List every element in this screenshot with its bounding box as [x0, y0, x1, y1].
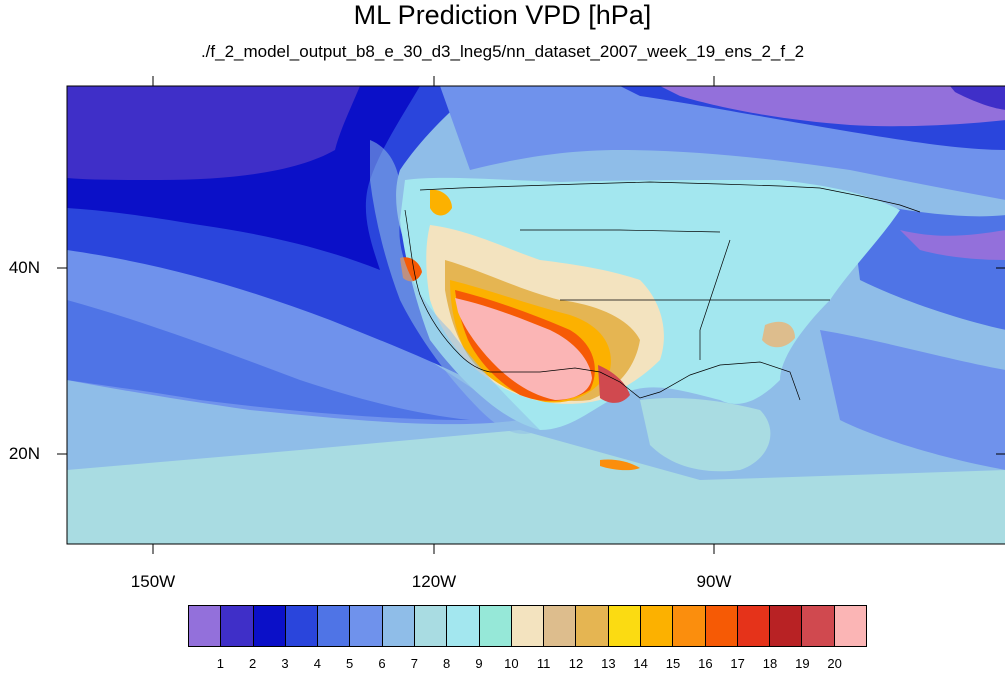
colorbar-box	[705, 606, 738, 646]
axis-ticks	[57, 76, 1005, 554]
colorbar-box	[285, 606, 319, 646]
colorbar-box	[318, 606, 351, 646]
colorbar-labels: 1 2 3 4 5 6 7 8 9 10 11 12 13 14 15 16 17 18 19 20	[188, 657, 867, 673]
colorbar-label: 6	[378, 656, 386, 671]
colorbar-label: 19	[795, 656, 810, 671]
colorbar-box	[447, 606, 480, 646]
colorbar-label: 3	[281, 656, 289, 671]
vpd-map	[57, 76, 1005, 554]
colorbar-box	[414, 606, 448, 646]
map-field	[67, 86, 1005, 544]
colorbar-box	[834, 606, 866, 646]
colorbar-label: 5	[346, 656, 354, 671]
lon-label-150w: 150W	[130, 572, 176, 591]
lon-label-120w: 120W	[411, 572, 457, 591]
colorbar-label: 18	[762, 656, 778, 671]
colorbar-label: 17	[730, 656, 745, 671]
colorbar-box	[221, 606, 254, 646]
country-borders	[404, 181, 921, 401]
colorbar-box	[189, 606, 222, 646]
lon-label-90w: 90W	[696, 572, 732, 591]
colorbar-label: 8	[443, 656, 451, 671]
colorbar-box	[382, 606, 415, 646]
colorbar-box	[511, 606, 545, 646]
colorbar-box	[802, 606, 835, 646]
colorbar-box	[737, 606, 771, 646]
colorbar-box	[770, 606, 803, 646]
lat-label-20n: 20N	[8, 444, 40, 463]
colorbar-label: 11	[536, 656, 551, 671]
colorbar-box	[253, 606, 286, 646]
colorbar-box	[544, 606, 577, 646]
colorbar-label: 10	[504, 656, 519, 671]
colorbar-label: 9	[475, 656, 483, 671]
colorbar-box	[576, 606, 609, 646]
map-frame	[66, 85, 1005, 545]
colorbar-label: 1	[216, 656, 224, 671]
colorbar-label: 15	[665, 656, 681, 671]
colorbar-label: 7	[410, 656, 418, 671]
lat-label-40n: 40N	[8, 258, 40, 277]
colorbar-box	[640, 606, 674, 646]
colorbar-box	[608, 606, 641, 646]
colorbar-box	[479, 606, 512, 646]
colorbar-box	[673, 606, 706, 646]
colorbar-label: 14	[633, 656, 648, 671]
colorbar-label: 13	[601, 656, 616, 671]
colorbar-label: 16	[698, 656, 713, 671]
colorbar	[188, 605, 867, 647]
map-subtitle: ./f_2_model_output_b8_e_30_d3_lneg5/nn_d…	[200, 42, 805, 61]
colorbar-label: 4	[313, 656, 321, 671]
colorbar-label: 12	[568, 656, 584, 671]
colorbar-label: 20	[827, 656, 842, 671]
colorbar-label: 2	[249, 656, 257, 671]
colorbar-box	[350, 606, 383, 646]
map-title: ML Prediction VPD [hPa]	[353, 0, 652, 30]
